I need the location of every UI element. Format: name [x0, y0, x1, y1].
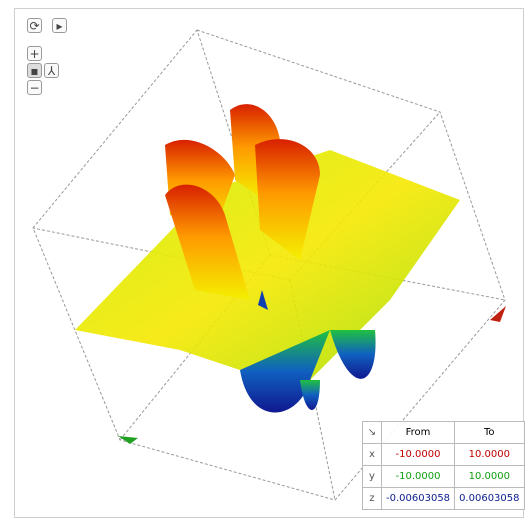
camera-button[interactable]: ▪	[27, 63, 42, 78]
axes-button[interactable]: ⅄	[44, 63, 59, 78]
header-cell: From	[380, 421, 456, 444]
from-cell[interactable]: -10.0000	[380, 443, 456, 466]
from-cell[interactable]: -0.00603058	[380, 487, 456, 510]
zoom-in-button[interactable]: +	[27, 46, 42, 61]
corner: ↘	[362, 421, 382, 444]
surface	[75, 104, 460, 413]
header-cell: To	[454, 421, 525, 444]
axis-label: z	[362, 487, 382, 510]
axis-arrow	[490, 306, 506, 322]
row: y -10.0000 10.0000	[362, 465, 525, 488]
play-button[interactable]: ▸	[52, 18, 67, 33]
axis-label: y	[362, 465, 382, 488]
plot-frame	[14, 8, 524, 518]
reset-button[interactable]: ⟳	[27, 18, 42, 33]
zoom-out-button[interactable]: −	[27, 80, 42, 95]
axis-label: x	[362, 443, 382, 466]
to-cell[interactable]: 10.0000	[454, 465, 525, 488]
axis-arrow	[118, 436, 138, 444]
row: z -0.00603058 0.00603058	[362, 487, 525, 510]
from-cell[interactable]: -10.0000	[380, 465, 456, 488]
to-cell[interactable]: 0.00603058	[454, 487, 525, 510]
header-row: ↘ From To	[362, 421, 525, 444]
to-cell[interactable]: 10.0000	[454, 443, 525, 466]
row: x -10.0000 10.0000	[362, 443, 525, 466]
range-table: ↘ From To x -10.0000 10.0000 y -10.0000 …	[362, 421, 525, 510]
